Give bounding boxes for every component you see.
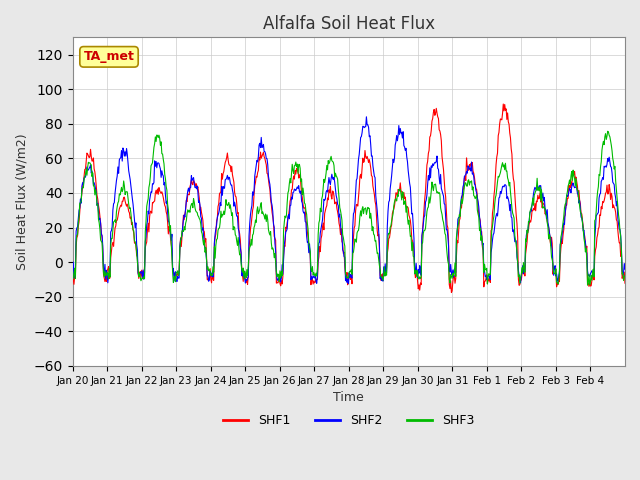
Y-axis label: Soil Heat Flux (W/m2): Soil Heat Flux (W/m2) [15, 133, 28, 270]
X-axis label: Time: Time [333, 391, 364, 404]
Title: Alfalfa Soil Heat Flux: Alfalfa Soil Heat Flux [262, 15, 435, 33]
Legend: SHF1, SHF2, SHF3: SHF1, SHF2, SHF3 [218, 409, 480, 432]
Text: TA_met: TA_met [84, 50, 134, 63]
